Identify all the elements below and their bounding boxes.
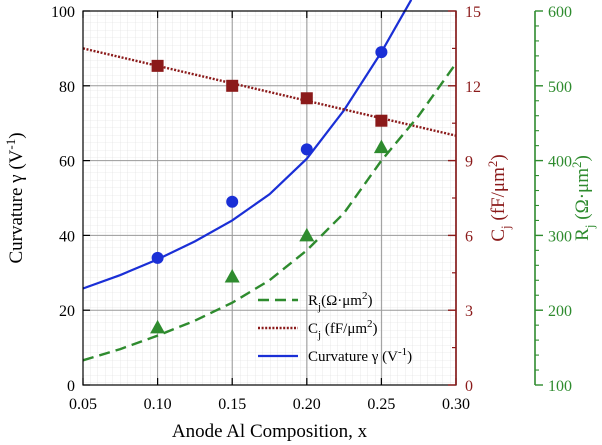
- y-right1-tick-label: 0: [465, 378, 473, 395]
- data-point-curvature: [375, 46, 388, 59]
- y-right2-tick-label: 500: [548, 79, 572, 96]
- y-right2-tick-label: 300: [548, 228, 572, 245]
- y-right1-tick-label: 9: [465, 154, 473, 171]
- legend-label-Cj: Cj (fF/μm2): [308, 318, 378, 341]
- y-left-tick-label: 80: [59, 79, 75, 96]
- fit-line-curvature: [82, 0, 413, 290]
- y-left-tick-label: 40: [59, 228, 75, 245]
- legend-label-Rj: Rj(Ω·μm2): [308, 290, 372, 313]
- data-markers: [150, 46, 389, 334]
- data-point-curvature: [226, 195, 239, 208]
- fit-curves: [82, 0, 457, 362]
- y-right2-axis-label: Rj (Ω·μm2): [569, 155, 597, 241]
- legend: Rj(Ω·μm2) Cj (fF/μm2) Curvature γ (V-1): [258, 290, 412, 365]
- x-tick-label: 0.10: [144, 396, 172, 413]
- data-point-Cj: [151, 59, 164, 72]
- data-point-Rj: [299, 227, 315, 242]
- data-point-Cj: [375, 114, 388, 127]
- y-left-axis-label: Curvature γ (V-1): [3, 132, 27, 263]
- y-left-tick-label: 60: [59, 154, 75, 171]
- y-right1-label-group: Cj (fF/μm2): [485, 154, 513, 241]
- x-tick-label: 0.15: [218, 396, 246, 413]
- data-point-curvature: [300, 143, 313, 156]
- y-right2-label-group: Rj (Ω·μm2): [569, 155, 597, 241]
- y-right1-axis-label: Cj (fF/μm2): [485, 154, 513, 241]
- x-tick-label: 0.20: [293, 396, 321, 413]
- x-tick-label: 0.25: [367, 396, 395, 413]
- data-point-Cj: [226, 79, 239, 92]
- x-axis-label: Anode Al Composition, x: [172, 421, 368, 442]
- x-tick-label: 0.30: [442, 396, 470, 413]
- y-right1-tick-label: 15: [465, 4, 481, 21]
- y-left-tick-label: 100: [51, 4, 75, 21]
- y-left-tick-label: 20: [59, 303, 75, 320]
- y-right2-tick-label: 400: [548, 154, 572, 171]
- y-right1-tick-label: 12: [465, 79, 481, 96]
- y-left-label-group: Curvature γ (V-1): [3, 132, 27, 263]
- data-point-Rj: [224, 269, 240, 283]
- y-right1-tick-label: 6: [465, 228, 473, 245]
- y-right1-tick-label: 3: [465, 303, 473, 320]
- y-right2-tick-label: 200: [548, 303, 572, 320]
- fit-line-Cj: [82, 47, 457, 137]
- data-point-curvature: [151, 251, 164, 264]
- y-left-tick-label: 0: [67, 378, 75, 395]
- plot-background: [83, 11, 456, 385]
- y-right2-tick-label: 600: [548, 4, 572, 21]
- y-right2-tick-label: 100: [548, 378, 572, 395]
- legend-label-curvature: Curvature γ (V-1): [308, 346, 412, 365]
- axes: 0.05 0.10 0.15 0.20 0.25 0.30 Anode Al Composi…: [3, 4, 597, 442]
- data-point-Rj: [373, 139, 389, 154]
- x-tick-label: 0.05: [69, 396, 97, 413]
- data-point-Cj: [300, 92, 313, 105]
- data-point-Rj: [150, 319, 166, 334]
- minor-grid: [83, 11, 456, 385]
